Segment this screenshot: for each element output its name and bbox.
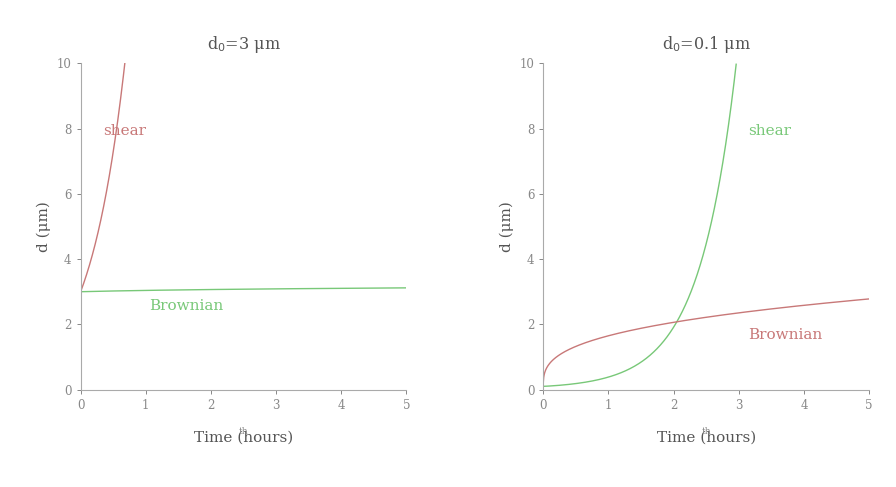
Text: shear: shear [748,124,791,138]
X-axis label: Time (hours): Time (hours) [657,431,756,445]
X-axis label: Time (hours): Time (hours) [194,431,293,445]
Text: Brownian: Brownian [748,328,823,342]
Text: th: th [702,427,711,436]
Text: shear: shear [103,124,146,138]
Text: Brownian: Brownian [149,299,223,313]
Y-axis label: d (μm): d (μm) [37,201,51,252]
Title: d$_0$=0.1 μm: d$_0$=0.1 μm [661,35,751,56]
Y-axis label: d (μm): d (μm) [499,201,513,252]
Title: d$_0$=3 μm: d$_0$=3 μm [207,35,280,56]
Text: th: th [238,427,248,436]
